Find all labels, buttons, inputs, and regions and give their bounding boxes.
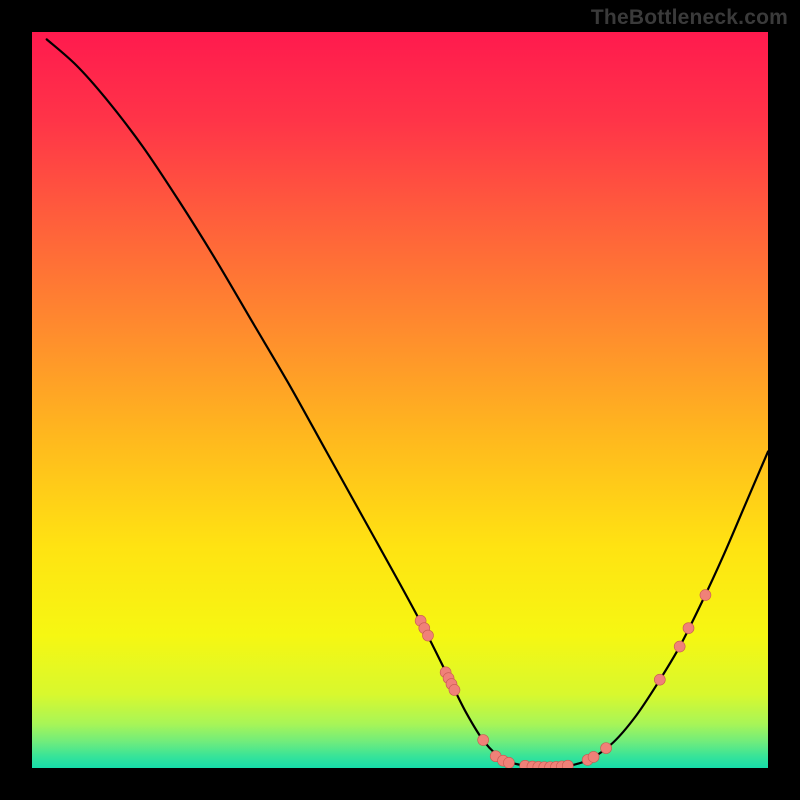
data-marker [449,684,460,695]
data-marker [674,641,685,652]
data-marker [422,630,433,641]
watermark-text: TheBottleneck.com [591,6,788,30]
data-marker [478,735,489,746]
data-marker [562,760,573,768]
data-marker [503,757,514,768]
data-marker [700,590,711,601]
plot-area [32,32,768,768]
chart-svg [32,32,768,768]
data-marker [683,623,694,634]
chart-frame: TheBottleneck.com [0,0,800,800]
gradient-background [32,32,768,768]
data-marker [601,743,612,754]
data-marker [654,674,665,685]
data-marker [588,751,599,762]
